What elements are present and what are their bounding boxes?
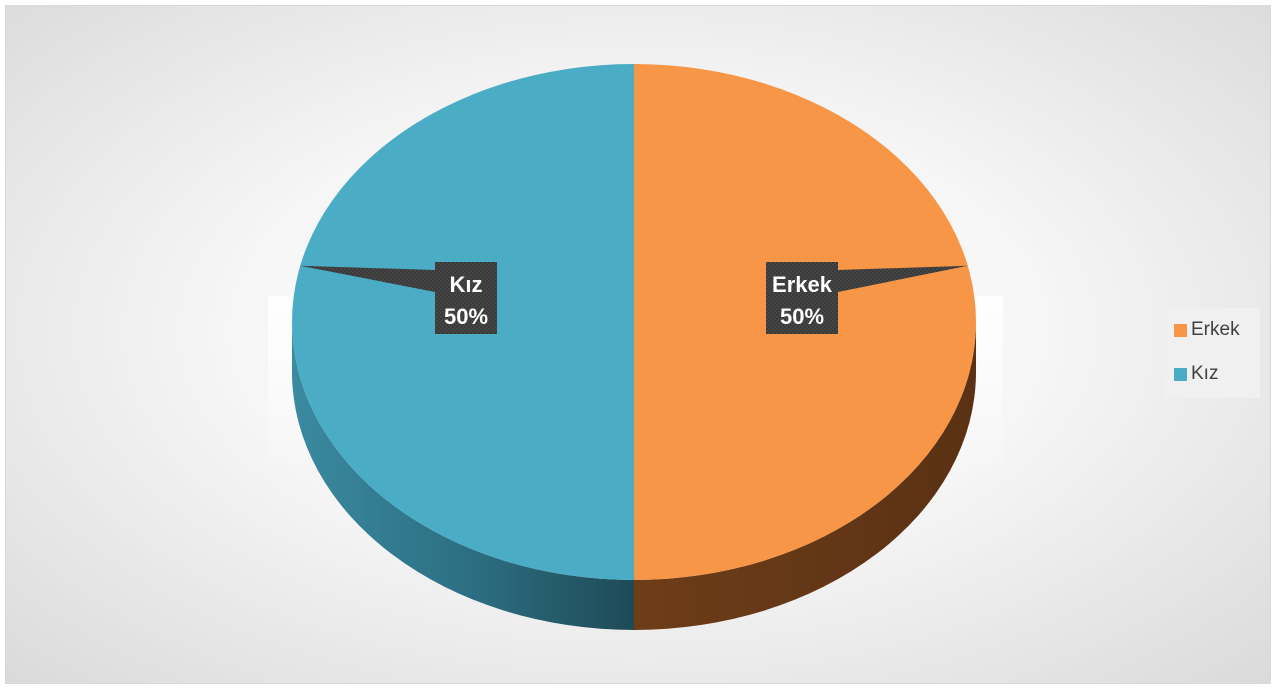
legend-label-kiz: Kız xyxy=(1191,363,1219,384)
legend-swatch-kiz xyxy=(1174,367,1187,381)
callout-percent-erkek: 50% xyxy=(780,304,824,329)
legend: Erkek Kız xyxy=(1164,308,1260,398)
legend-label-erkek: Erkek xyxy=(1191,319,1240,340)
pie-side-kiz xyxy=(292,322,634,630)
pie-sides xyxy=(292,322,976,630)
pie-callouts: Erkek 50% Kız 50% xyxy=(300,262,968,334)
callout-percent-kiz: 50% xyxy=(444,304,488,329)
callout-pointer-kiz xyxy=(300,265,435,292)
pie-chart: Erkek 50% Kız 50% xyxy=(268,64,1003,630)
data-label-kiz: Kız 50% xyxy=(300,262,497,334)
callout-pointer-erkek xyxy=(838,265,968,292)
chart-area: Erkek 50% Kız 50% Erkek Kız xyxy=(5,5,1271,684)
callout-category-kiz: Kız xyxy=(450,272,483,297)
data-label-erkek: Erkek 50% xyxy=(766,262,968,334)
callout-category-erkek: Erkek xyxy=(772,272,833,297)
callout-box-kiz xyxy=(435,262,497,334)
legend-item-kiz: Kız xyxy=(1164,362,1260,386)
callout-box-erkek xyxy=(766,262,838,334)
pie-tops xyxy=(292,64,976,580)
legend-swatch-erkek xyxy=(1174,323,1187,337)
legend-item-erkek: Erkek xyxy=(1164,318,1260,342)
pie-side-erkek xyxy=(634,322,976,630)
